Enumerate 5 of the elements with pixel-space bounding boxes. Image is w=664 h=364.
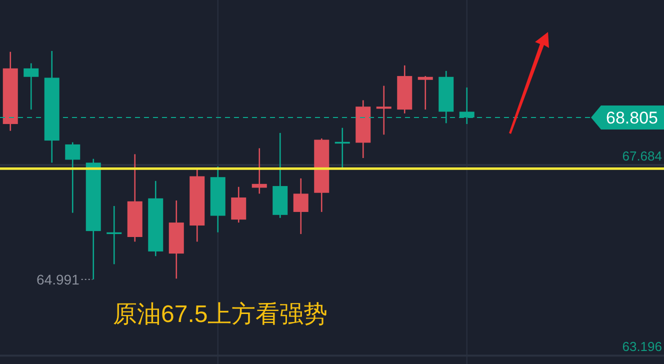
- ref-line-label: 68.805: [606, 108, 658, 128]
- annotation: 原油67.5上方看强势: [113, 301, 328, 328]
- annotation: 64.991: [36, 271, 80, 288]
- y-tick-label: 63.196: [622, 339, 662, 354]
- y-tick-label: 67.684: [622, 148, 662, 164]
